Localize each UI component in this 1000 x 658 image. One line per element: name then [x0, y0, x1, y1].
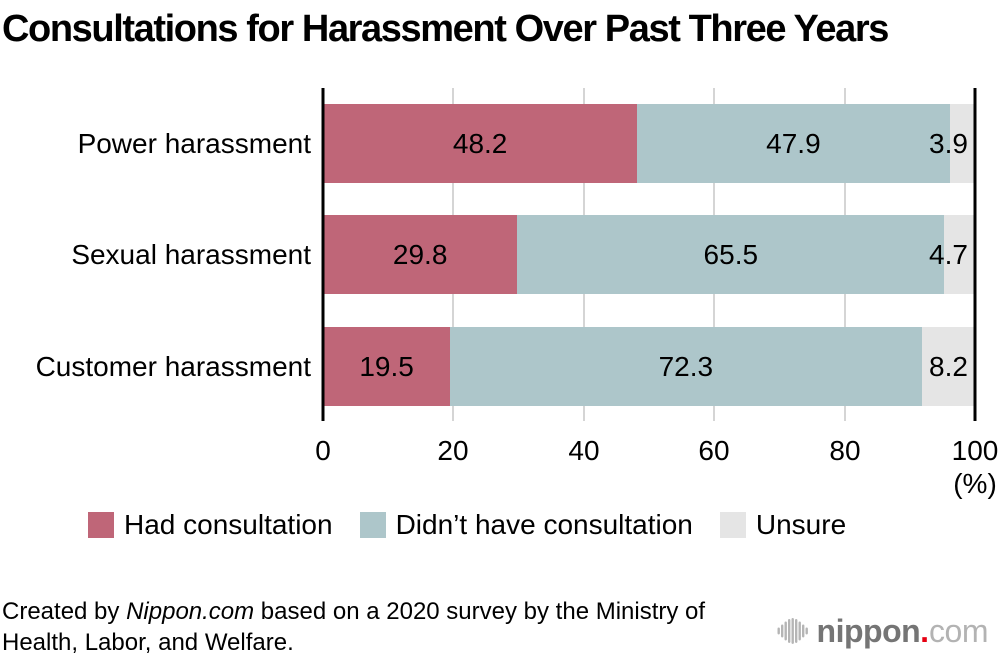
- bar-segment-didnt-have-consultation: 65.5: [517, 215, 945, 294]
- credit-text: Created by Nippon.com based on a 2020 su…: [2, 596, 732, 658]
- legend-item-unsure: Unsure: [719, 509, 847, 541]
- category-label: Sexual harassment: [71, 238, 311, 270]
- legend-swatch-unsure: [719, 512, 746, 538]
- x-tick-20: 20: [437, 435, 469, 466]
- legend-swatch-had-consultation: [88, 512, 114, 538]
- x-tick-100: 100: [951, 435, 999, 466]
- bar-segment-unsure: 8.2: [921, 327, 975, 406]
- bar-segment-had-consultation: 48.2: [323, 104, 638, 183]
- y-axis-line: [321, 88, 325, 421]
- value-label: 19.5: [359, 350, 414, 382]
- bar-segment-didnt-have-consultation: 47.9: [637, 104, 950, 183]
- legend-swatch-didnt-have-consultation: [359, 512, 386, 538]
- value-label: 48.2: [452, 127, 508, 159]
- legend-item-didnt-have-consultation: Didn’t have consultation: [359, 509, 693, 541]
- legend-label: Had consultation: [124, 509, 333, 540]
- right-100-line: [973, 88, 977, 421]
- x-tick-80: 80: [829, 435, 861, 466]
- x-tick-40: 40: [568, 435, 600, 466]
- value-label: 29.8: [392, 238, 448, 270]
- chart-title: Consultations for Harassment Over Past T…: [2, 8, 889, 50]
- value-label: 47.9: [766, 127, 821, 159]
- value-label: 3.9: [929, 127, 968, 159]
- logo-tld: com: [929, 613, 988, 649]
- soundwave-circle-icon: [777, 618, 808, 644]
- legend-item-had-consultation: Had consultation: [88, 509, 333, 541]
- category-label: Customer harassment: [35, 350, 311, 382]
- bar-segment-unsure: 3.9: [929, 104, 975, 183]
- nippon-logo: nippon.com: [777, 614, 988, 648]
- x-axis-unit-label: (%): [953, 468, 997, 499]
- logo-name: nippon: [816, 613, 921, 649]
- x-tick-60: 60: [698, 435, 730, 466]
- x-tick-0: 0: [315, 435, 331, 466]
- bar-segment-unsure: 4.7: [929, 215, 975, 294]
- value-label: 4.7: [929, 238, 968, 270]
- legend-label: Didn’t have consultation: [395, 509, 693, 540]
- bar-row: 19.5 72.3 8.2: [323, 327, 975, 406]
- credit-prefix: Created by: [2, 598, 127, 625]
- bar-row: 48.2 47.9 3.9: [323, 104, 975, 183]
- bar-segment-had-consultation: 29.8: [323, 215, 518, 294]
- legend: Had consultation Didn’t have consultatio…: [88, 509, 846, 541]
- logo-dot: .: [920, 613, 930, 649]
- category-label: Power harassment: [77, 127, 311, 159]
- bar-segment-had-consultation: 19.5: [323, 327, 451, 406]
- credit-suffix: based on a 2020 survey by the Ministry o…: [2, 598, 706, 656]
- value-label: 8.2: [929, 350, 968, 382]
- value-label: 72.3: [658, 350, 714, 382]
- bar-row: 29.8 65.5 4.7: [323, 215, 975, 294]
- logo-wordmark: nippon.com: [816, 613, 989, 649]
- plot-area: 48.2 47.9 3.9 29.8 65.5 4.7 19.5 72.3 8.…: [321, 88, 977, 421]
- credit-source: Nippon.com: [126, 598, 255, 625]
- bar-segment-didnt-have-consultation: 72.3: [450, 327, 922, 406]
- legend-label: Unsure: [755, 509, 847, 540]
- value-label: 65.5: [703, 238, 759, 270]
